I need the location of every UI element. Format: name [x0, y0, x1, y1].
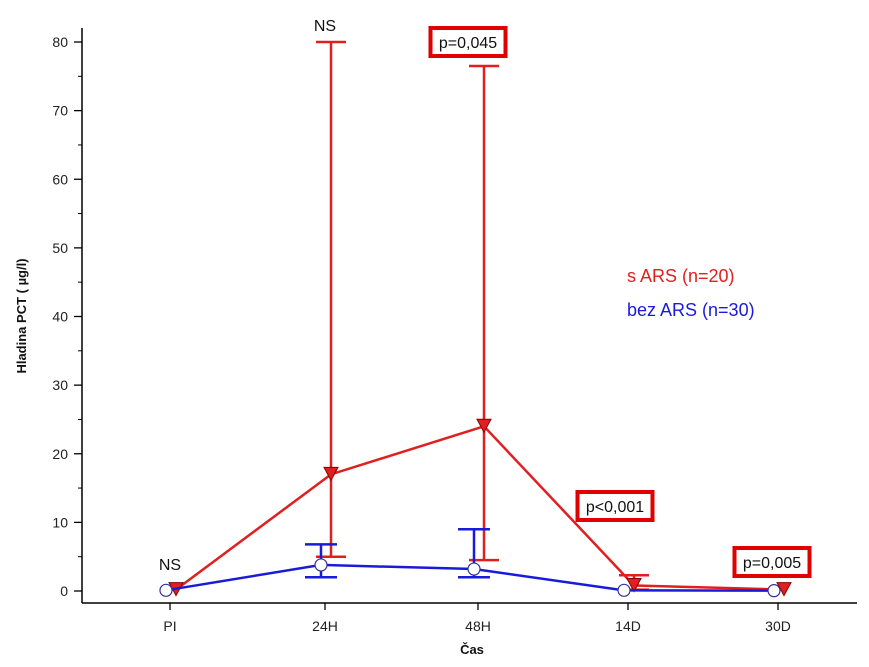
y-tick-label: 20 — [52, 446, 68, 462]
data-point — [767, 584, 781, 598]
legend: s ARS (n=20) bez ARS (n=30) — [627, 266, 755, 320]
series-line — [175, 424, 785, 591]
annotation-pi: NS — [159, 557, 181, 574]
annotation-box — [732, 546, 812, 578]
data-point — [323, 466, 339, 482]
series-layer — [159, 40, 792, 598]
data-point — [467, 562, 481, 576]
x-tick-label: 48H — [465, 618, 491, 634]
annotation-24h: NS — [314, 18, 336, 35]
data-point — [159, 583, 173, 597]
y-tick-label: 10 — [52, 514, 68, 530]
legend-entry: s ARS (n=20) — [627, 266, 735, 286]
y-axis-title: Hladina PCT ( µg/l) — [14, 258, 29, 373]
annotation-text: p=0,005 — [743, 555, 801, 572]
annotation-box — [428, 26, 508, 58]
x-tick-label: 14D — [615, 618, 641, 634]
y-tick-label: 80 — [52, 34, 68, 50]
legend-entry: bez ARS (n=30) — [627, 300, 755, 320]
data-point — [617, 583, 631, 597]
data-point — [314, 558, 328, 572]
x-tick-label: 30D — [765, 618, 791, 634]
y-tick-label: 30 — [52, 377, 68, 393]
y-tick-label: 70 — [52, 103, 68, 119]
y-tick-label: 60 — [52, 171, 68, 187]
series-bez-ars — [159, 527, 781, 598]
x-tick-label: 24H — [312, 618, 338, 634]
x-tick-label: PI — [163, 618, 176, 634]
annotation-text: NS — [314, 18, 336, 35]
annotation-48h: p=0,045 — [428, 26, 508, 58]
annotation-text: p<0,001 — [586, 499, 644, 516]
annotation-box — [575, 490, 655, 522]
series-s-ars — [168, 40, 792, 597]
data-point — [626, 578, 642, 593]
data-point — [476, 418, 492, 434]
y-tick-label: 50 — [52, 240, 68, 256]
annotations: NS NS p=0,045 p<0,001 p=0,005 — [159, 18, 812, 578]
y-tick-label: 40 — [52, 309, 68, 325]
annotation-text: NS — [159, 557, 181, 574]
annotation-14d: p<0,001 — [575, 490, 655, 522]
y-tick-label: 0 — [60, 583, 68, 599]
axes: 0 10 20 30 40 50 60 70 80 PI 24H 48H 14D 30D Čas Hladin… — [14, 28, 857, 657]
data-point — [776, 582, 792, 597]
x-axis-title: Čas — [460, 642, 484, 657]
annotation-text: p=0,045 — [439, 35, 497, 52]
annotation-30d: p=0,005 — [732, 546, 812, 578]
